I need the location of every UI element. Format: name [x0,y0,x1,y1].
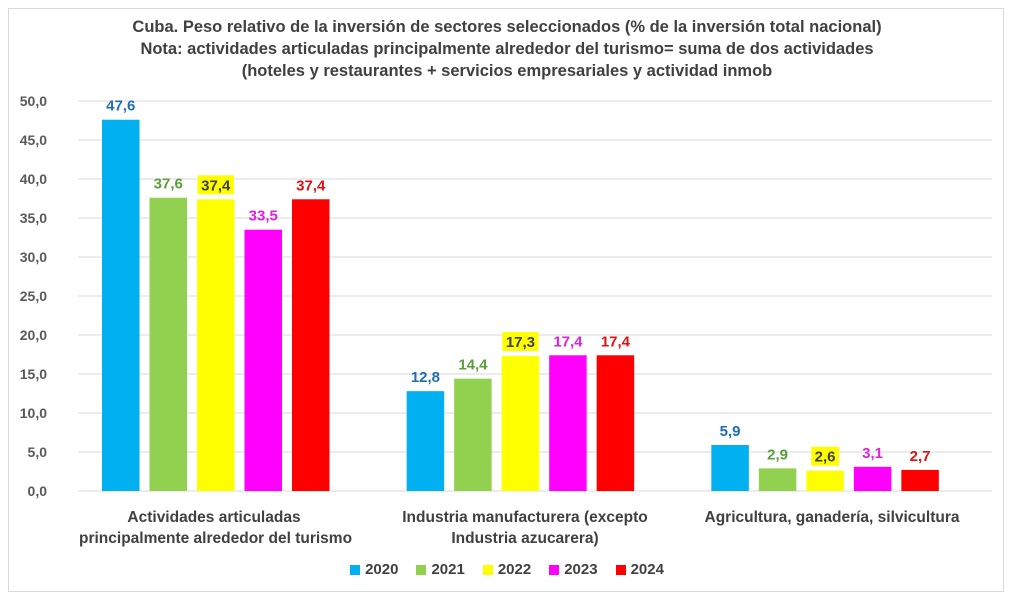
bar-2020-cat1 [406,391,445,491]
data-label-2021-cat1: 14,4 [458,357,488,374]
data-label-2023-cat1: 17,4 [553,333,583,350]
bar-2021-cat0 [149,197,187,491]
data-label-background [502,332,539,352]
legend-item-2020: 2020 [350,561,398,578]
legend-item-2024: 2024 [615,561,664,578]
data-label-2020-cat1: 12,8 [411,369,440,386]
legend-swatch [482,564,493,575]
data-label-2022-cat0: 37,4 [201,177,231,194]
y-tick-label: 40,0 [20,171,47,187]
bar-2022-cat2 [806,470,844,491]
y-tick-label: 15,0 [20,366,47,382]
data-labels: 47,6 37,6 37,4 33,5 37,4 12,8 14,4 17,3 17,4 17,4… [106,98,931,466]
legend-item-2022: 2022 [482,561,531,578]
data-label-2020-cat0: 47,6 [106,98,135,115]
legend-swatch [549,564,560,575]
data-label-background [811,446,839,466]
bar-2020-cat2 [711,444,749,491]
category-label-tourism: Actividades articuladas principalmente a… [79,509,353,547]
data-label-background [197,175,234,195]
bar-2024-cat0 [292,199,330,491]
y-tick-label: 10,0 [20,405,47,421]
chart-title: Cuba. Peso relativo de la inversión de s… [0,16,1014,82]
y-axis-ticks: 0,0 5,0 10,0 15,0 20,0 25,0 30,0 35,0 40,0 45,0 50… [20,93,47,499]
legend-swatch [615,564,626,575]
y-tick-label: 50,0 [20,93,47,109]
data-label-2024-cat0: 37,4 [296,177,326,194]
data-label-2023-cat0: 33,5 [249,208,278,225]
legend-item-2023: 2023 [549,561,598,578]
y-tick-label: 0,0 [28,483,48,499]
category-label-manufacturing: Industria manufacturera (excepto Industr… [402,509,648,547]
data-label-2022-cat1: 17,3 [506,334,535,351]
y-tick-label: 45,0 [20,132,47,148]
legend-swatch [416,564,427,575]
bar-2024-cat1 [596,355,635,491]
y-tick-label: 35,0 [20,210,47,226]
y-tick-label: 5,0 [28,444,48,460]
data-label-2021-cat2: 2,9 [767,446,788,463]
bar-2024-cat2 [901,469,939,491]
bar-2023-cat0 [244,229,282,491]
legend: 2020 2021 2022 2023 2024 [0,561,1014,578]
data-label-2024-cat2: 2,7 [910,448,931,465]
data-label-2023-cat2: 3,1 [862,445,883,462]
bar-2023-cat2 [853,466,892,491]
category-label-agriculture: Agricultura, ganadería, silvicultura [704,509,960,526]
legend-swatch [350,564,361,575]
y-tick-label: 25,0 [20,288,47,304]
bar-2022-cat1 [501,356,540,491]
title-line-2: Nota: actividades articuladas principalm… [140,40,874,58]
y-tick-label: 30,0 [20,249,47,265]
title-line-3: (hoteles y restaurantes + servicios empr… [241,62,773,80]
legend-item-2021: 2021 [416,561,465,578]
bar-2020-cat0 [102,119,140,491]
y-tick-label: 20,0 [20,327,47,343]
data-label-2021-cat0: 37,6 [154,176,183,193]
bar-2021-cat1 [454,378,492,491]
bars [102,119,939,491]
data-label-2022-cat2: 2,6 [815,449,836,466]
bar-2021-cat2 [758,468,797,491]
bar-2022-cat0 [197,199,235,491]
data-label-2024-cat1: 17,4 [601,333,631,350]
title-line-1: Cuba. Peso relativo de la inversión de s… [132,18,882,36]
data-label-2020-cat2: 5,9 [720,423,741,440]
bar-2023-cat1 [549,355,587,491]
